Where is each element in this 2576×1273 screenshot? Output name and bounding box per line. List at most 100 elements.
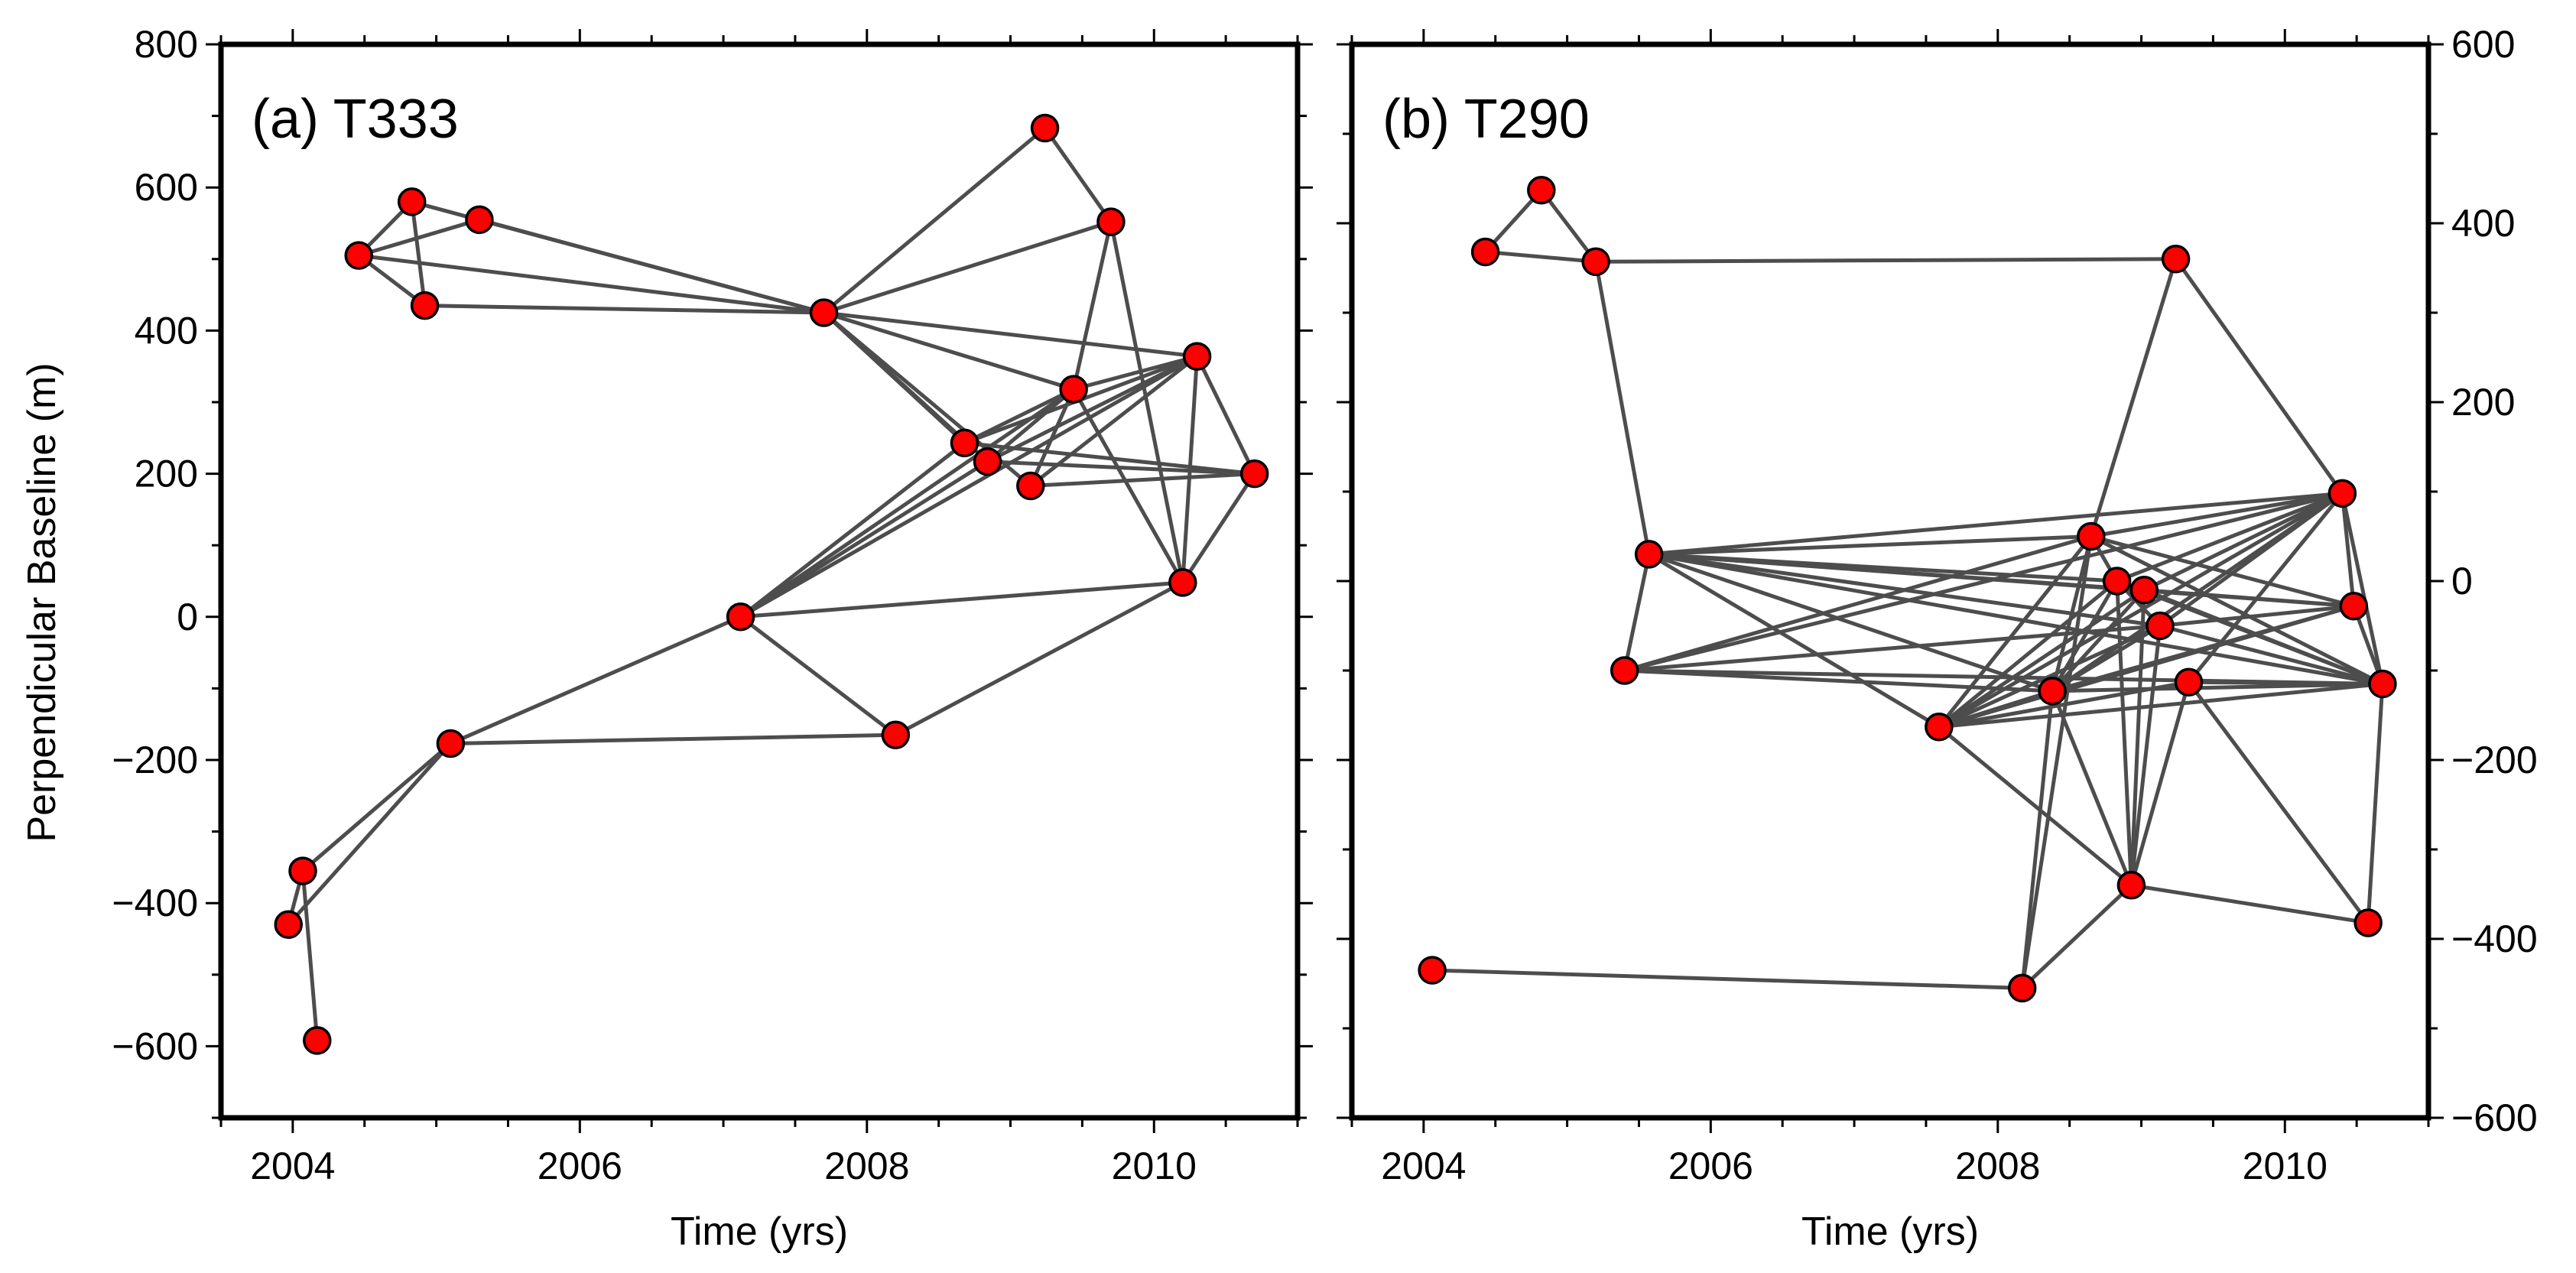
panel-b-node-9: [2077, 521, 2106, 551]
panel-a-node-0: [274, 910, 303, 940]
panel-a-ytick-label: −600: [112, 1025, 198, 1067]
panel-b-edge-52: [2143, 588, 2383, 686]
panel-a-edge-18: [740, 580, 1184, 619]
panel-a-edge-37: [1071, 221, 1113, 390]
panel-a-xtick-label: 2008: [824, 1145, 909, 1187]
panel-b-ytick-label: 0: [2451, 560, 2473, 602]
panel-a-edge-20: [822, 126, 1047, 314]
panel-b-node-4: [1610, 656, 1639, 685]
panel-b-edge-56: [2129, 589, 2146, 885]
panel-b-edge-55: [2159, 624, 2383, 686]
panel-b-edge-66: [2340, 493, 2356, 607]
panel-a-node-7: [436, 729, 466, 758]
panel-b-edge-13: [1649, 491, 2343, 557]
panel-b-edge-23: [1938, 580, 2119, 729]
panel-b-frame: [1349, 41, 2431, 1121]
panel-b-node-17: [2339, 592, 2369, 621]
panel-a-node-4: [397, 187, 427, 216]
panel-b-node-1: [1470, 237, 1500, 267]
panel-a-ytick-label: 0: [177, 596, 198, 638]
panel-b-ytick-label: −400: [2451, 917, 2538, 960]
panel-a-edge-19: [739, 354, 1198, 619]
panel-a-edge-40: [1109, 221, 1185, 583]
panel-b-edge-43: [2089, 258, 2178, 537]
panel-b-edge-54: [2159, 604, 2354, 628]
panel-b-edge-19: [1624, 491, 2343, 673]
panel-a-edge-14: [739, 615, 897, 737]
panel-a-edge-30: [986, 354, 1198, 463]
panel-b-node-15: [2174, 667, 2204, 697]
panel-b-edge-59: [2129, 681, 2191, 886]
panel-a-title: (a) T333: [252, 89, 459, 150]
panel-b-edge-41: [2050, 690, 2133, 886]
panel-b-ytick-label: −200: [2451, 739, 2538, 781]
panel-b-ytick-label: −600: [2451, 1096, 2538, 1139]
panel-b-node-5: [1634, 540, 1664, 569]
panel-a-x-axis-title: Time (yrs): [671, 1210, 848, 1254]
panel-a-edge-15: [739, 441, 966, 619]
panel-a-edge-1: [287, 742, 453, 926]
panel-a-ytick-label: 400: [135, 309, 198, 352]
panel-a-node-8: [726, 602, 755, 632]
panel-a-ytick-label: 200: [135, 453, 198, 495]
panel-a-node-16: [1096, 207, 1126, 236]
panel-b-edge-58: [2131, 883, 2369, 925]
panel-b-edge-65: [2174, 258, 2344, 495]
panel-a-node-11: [950, 428, 979, 458]
panel-a-node-13: [1016, 471, 1045, 501]
panel-a-edge-41: [1181, 356, 1200, 583]
panel-b-node-10: [2102, 567, 2132, 596]
panel-a-edge-36: [1043, 127, 1113, 223]
panel-a-xtick-label: 2006: [538, 1145, 622, 1187]
panel-b-edge-57: [2129, 625, 2162, 886]
panel-a-edge-44: [895, 580, 1184, 737]
panel-a-node-6: [465, 205, 494, 235]
panel-b-edge-60: [2187, 492, 2344, 684]
panel-b-node-19: [2368, 669, 2397, 699]
panel-a-edge-17: [739, 388, 1075, 619]
panel-a-edge-39: [1071, 388, 1184, 584]
panel-b-node-18: [2353, 908, 2383, 937]
panel-a-edge-35: [1028, 388, 1076, 487]
panel-b-edge-15: [1649, 552, 2383, 687]
panel-b-edge-28: [1938, 492, 2344, 729]
panel-a-node-2: [303, 1026, 332, 1055]
panel-a-edge-31: [987, 460, 1255, 476]
panel-b-edge-49: [2115, 580, 2133, 885]
panel-a-edge-38: [1073, 354, 1198, 391]
panel-a-edge-7: [358, 253, 824, 315]
panel-b-edge-24: [1938, 725, 2133, 887]
panel-a-frame: [218, 41, 1301, 1121]
panel-a-edge-29: [963, 387, 1075, 445]
panel-b-edge-45: [2090, 534, 2355, 609]
panel-a-ytick-label: −400: [112, 882, 198, 924]
panel-a-edge-8: [410, 201, 427, 306]
panel-a-edge-34: [1030, 472, 1255, 489]
panel-b-edge-4: [1596, 257, 2176, 264]
panel-b-edge-51: [2144, 588, 2354, 609]
panel-b-edge-5: [1593, 261, 1652, 555]
panel-b-edge-35: [2050, 580, 2119, 693]
panel-a-node-1: [288, 856, 317, 885]
panel-a-ytick-label: 600: [135, 166, 198, 209]
panel-a-edge-21: [823, 219, 1112, 315]
panel-b-edge-6: [1623, 554, 1652, 671]
panel-a-node-18: [1182, 342, 1212, 371]
panel-b-ytick-label: 400: [2451, 202, 2515, 245]
panel-b-edge-18: [1624, 624, 2161, 673]
panel-a-node-3: [344, 241, 373, 270]
panel-b-ytick-label: 200: [2451, 381, 2515, 424]
panel-b-edge-46: [2090, 534, 2384, 686]
panel-a-edge-26: [823, 310, 1074, 391]
panel-a-node-5: [410, 291, 440, 320]
panel-b-edge-16: [1624, 668, 2053, 693]
panel-a-ytick-label: −200: [112, 739, 198, 781]
y-axis-title-left: Perpendicular Baseline (m): [20, 362, 64, 842]
panel-b-edge-34: [2050, 535, 2094, 692]
panel-b-node-11: [2116, 871, 2146, 900]
panel-a-edge-33: [1029, 355, 1199, 488]
panel-a-edge-13: [450, 732, 896, 745]
panel-b-node-2: [1527, 175, 1556, 205]
panel-b-node-0: [1418, 956, 1447, 985]
panel-b-edge-39: [2051, 604, 2355, 693]
